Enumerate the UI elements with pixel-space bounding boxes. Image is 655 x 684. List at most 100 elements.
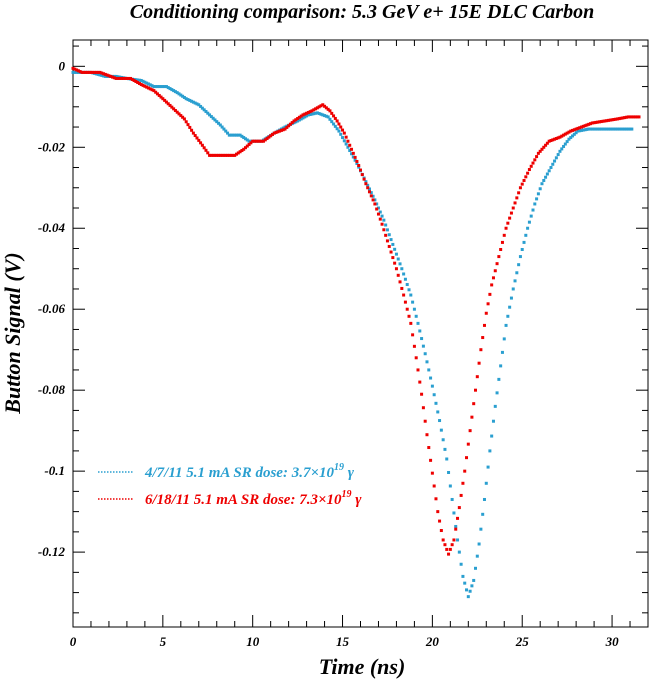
- data-point: [231, 133, 235, 137]
- data-point: [488, 449, 492, 453]
- data-point: [574, 127, 578, 131]
- data-point: [163, 98, 167, 102]
- data-point: [202, 146, 206, 150]
- data-point: [227, 153, 231, 157]
- data-point: [601, 127, 605, 131]
- data-point: [231, 153, 235, 157]
- data-point: [606, 127, 610, 131]
- data-point: [558, 149, 562, 153]
- legend-item-2: 6/18/11 5.1 mA SR dose: 7.3×1019 γ: [98, 489, 362, 508]
- data-point: [168, 103, 172, 107]
- y-tick-label: 0: [59, 58, 66, 73]
- data-point: [179, 93, 183, 97]
- data-point: [200, 106, 204, 110]
- data-point: [312, 112, 316, 116]
- data-point: [425, 360, 429, 364]
- data-point: [103, 74, 107, 78]
- data-point: [589, 122, 592, 126]
- data-point: [599, 127, 603, 131]
- data-point: [592, 127, 596, 131]
- data-point: [226, 131, 230, 135]
- data-point: [506, 221, 510, 225]
- data-point: [350, 152, 354, 156]
- data-point: [157, 85, 161, 89]
- data-point: [495, 262, 499, 266]
- data-point: [197, 138, 201, 142]
- data-point: [385, 239, 389, 243]
- data-point: [547, 169, 551, 173]
- data-point: [479, 348, 483, 352]
- data-point: [628, 127, 632, 131]
- data-point: [306, 110, 310, 114]
- data-point: [123, 76, 127, 80]
- data-point: [281, 128, 285, 132]
- data-point: [359, 168, 362, 172]
- data-point: [245, 144, 249, 148]
- data-point: [247, 142, 251, 146]
- data-point: [87, 70, 91, 74]
- data-point: [355, 161, 359, 165]
- data-point: [141, 83, 145, 87]
- y-axis-title: Button Signal (V): [0, 252, 25, 414]
- data-point: [197, 103, 201, 107]
- data-point: [328, 117, 332, 121]
- data-point: [565, 140, 569, 144]
- data-point: [384, 233, 388, 237]
- data-point: [283, 125, 287, 129]
- data-point: [190, 128, 194, 132]
- chart-title: Conditioning comparison: 5.3 GeV e+ 15E …: [130, 1, 594, 23]
- legend-item-1: 4/7/11 5.1 mA SR dose: 3.7×1019 γ: [98, 462, 355, 481]
- data-point: [272, 131, 276, 135]
- data-point: [305, 114, 309, 118]
- legend: 4/7/11 5.1 mA SR dose: 3.7×1019 γ 6/18/11…: [98, 462, 362, 508]
- data-point: [333, 124, 337, 128]
- data-point: [315, 106, 319, 110]
- data-point: [411, 333, 415, 337]
- data-point: [296, 117, 300, 121]
- data-point: [549, 166, 553, 170]
- x-axis-title: Time (ns): [319, 654, 406, 679]
- data-point: [321, 113, 325, 117]
- data-point: [211, 153, 215, 157]
- data-point: [497, 377, 501, 381]
- data-point: [315, 111, 319, 115]
- legend-label-exponent: 19: [334, 462, 344, 473]
- data-point: [261, 139, 265, 143]
- data-point: [179, 114, 183, 118]
- data-point: [294, 118, 298, 122]
- data-point: [328, 109, 332, 113]
- data-point: [145, 85, 149, 89]
- data-point: [389, 238, 393, 242]
- data-point: [195, 102, 199, 106]
- data-point: [294, 120, 298, 124]
- data-point: [637, 115, 641, 119]
- data-point: [236, 151, 240, 155]
- data-point: [116, 76, 120, 80]
- data-point: [134, 79, 138, 83]
- data-point: [339, 125, 343, 129]
- data-point: [421, 406, 425, 410]
- x-tick-label: 0: [70, 634, 77, 649]
- data-point: [409, 321, 413, 325]
- data-point: [102, 74, 106, 78]
- data-point: [617, 127, 621, 131]
- data-point: [491, 419, 495, 423]
- data-point: [443, 543, 447, 547]
- data-point: [605, 127, 609, 131]
- legend-label-text: 4/7/11 5.1 mA SR dose: 3.7×10: [144, 465, 334, 481]
- data-point: [265, 137, 269, 141]
- data-point: [522, 240, 526, 244]
- data-point: [416, 321, 420, 325]
- data-point: [454, 527, 458, 531]
- data-point: [500, 240, 504, 244]
- data-point: [371, 198, 375, 202]
- data-point: [556, 153, 560, 157]
- data-point: [380, 222, 384, 226]
- data-point: [454, 524, 458, 528]
- data-point: [152, 85, 156, 89]
- data-point: [319, 112, 323, 116]
- data-point: [380, 214, 384, 218]
- data-point: [326, 115, 330, 119]
- data-point: [526, 171, 530, 175]
- data-point: [344, 142, 348, 146]
